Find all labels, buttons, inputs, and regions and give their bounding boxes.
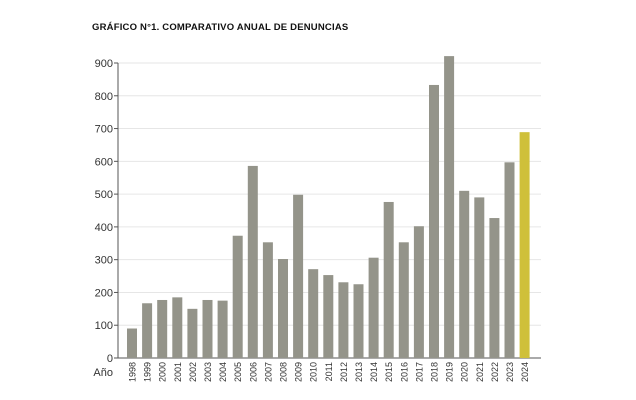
bar-2022 — [489, 218, 500, 358]
x-tick-label: 2013 — [354, 362, 364, 382]
x-tick-label: 2002 — [188, 362, 198, 382]
bar-2016 — [398, 242, 409, 358]
bar-2008 — [278, 259, 288, 358]
bar-2006 — [247, 165, 258, 358]
x-tick-label: 2012 — [339, 362, 349, 382]
x-tick-label: 2017 — [414, 362, 424, 382]
y-tick-label: 200 — [95, 287, 113, 299]
x-tick-label: 2016 — [399, 362, 409, 382]
bar-2001 — [172, 297, 183, 358]
x-tick-label: 2001 — [173, 362, 183, 382]
bar-2018 — [429, 84, 439, 358]
y-tick-label: 800 — [95, 91, 113, 103]
bar-2013 — [353, 284, 364, 358]
x-tick-label: 2024 — [520, 362, 530, 382]
y-tick-label: 900 — [95, 58, 113, 70]
bar-2009 — [293, 194, 304, 358]
bar-2015 — [383, 201, 394, 358]
x-tick-label: 2022 — [490, 362, 500, 382]
y-tick-label: 600 — [95, 156, 113, 168]
chart-title: GRÁFICO N°1. COMPARATIVO ANUAL DE DENUNC… — [92, 22, 349, 33]
x-tick-label: 2021 — [475, 362, 485, 382]
y-tick-label: 400 — [95, 222, 113, 234]
bar-2019 — [444, 56, 455, 358]
bar-1999 — [142, 303, 153, 358]
y-tick-label: 0 — [107, 353, 113, 365]
bar-2023 — [504, 162, 515, 358]
x-tick-label: 2019 — [445, 362, 455, 382]
x-tick-label: 2000 — [158, 362, 168, 382]
x-tick-label: 1998 — [128, 362, 138, 382]
x-tick-label: 2010 — [309, 362, 319, 382]
x-axis-label: Año — [93, 367, 113, 379]
x-tick-label: 2015 — [384, 362, 394, 382]
x-tick-label: 2007 — [263, 362, 273, 382]
bar-2002 — [187, 308, 198, 358]
x-tick-label: 2011 — [324, 362, 334, 381]
bar-2012 — [338, 282, 349, 358]
bar-2021 — [474, 197, 485, 358]
x-tick-label: 2008 — [279, 362, 289, 382]
x-tick-label: 2003 — [203, 362, 213, 382]
x-tick-label: 2006 — [248, 362, 258, 382]
bar-2024 — [519, 132, 530, 358]
bar-2014 — [368, 257, 379, 358]
x-tick-label: 2020 — [460, 362, 470, 382]
x-tick-label: 2018 — [430, 362, 440, 382]
bar-2011 — [323, 275, 334, 358]
bar-1998 — [127, 328, 137, 358]
bar-2005 — [232, 235, 243, 358]
bar-2003 — [202, 299, 213, 358]
bar-2017 — [413, 226, 424, 358]
y-tick-label: 700 — [95, 124, 113, 136]
x-tick-label: 2004 — [218, 362, 228, 382]
y-tick-label: 500 — [95, 189, 113, 201]
bar-2004 — [217, 300, 228, 358]
y-tick-label: 100 — [95, 320, 113, 332]
x-tick-label: 2023 — [505, 362, 515, 382]
x-tick-label: 2014 — [369, 362, 379, 382]
x-tick-label: 1999 — [143, 362, 153, 382]
x-tick-label: 2009 — [294, 362, 304, 382]
x-tick-label: 2005 — [233, 362, 243, 382]
bar-2020 — [459, 190, 470, 358]
bar-2007 — [262, 242, 273, 358]
bar-2000 — [157, 299, 168, 358]
y-tick-label: 300 — [95, 255, 113, 267]
bar-2010 — [308, 269, 319, 358]
